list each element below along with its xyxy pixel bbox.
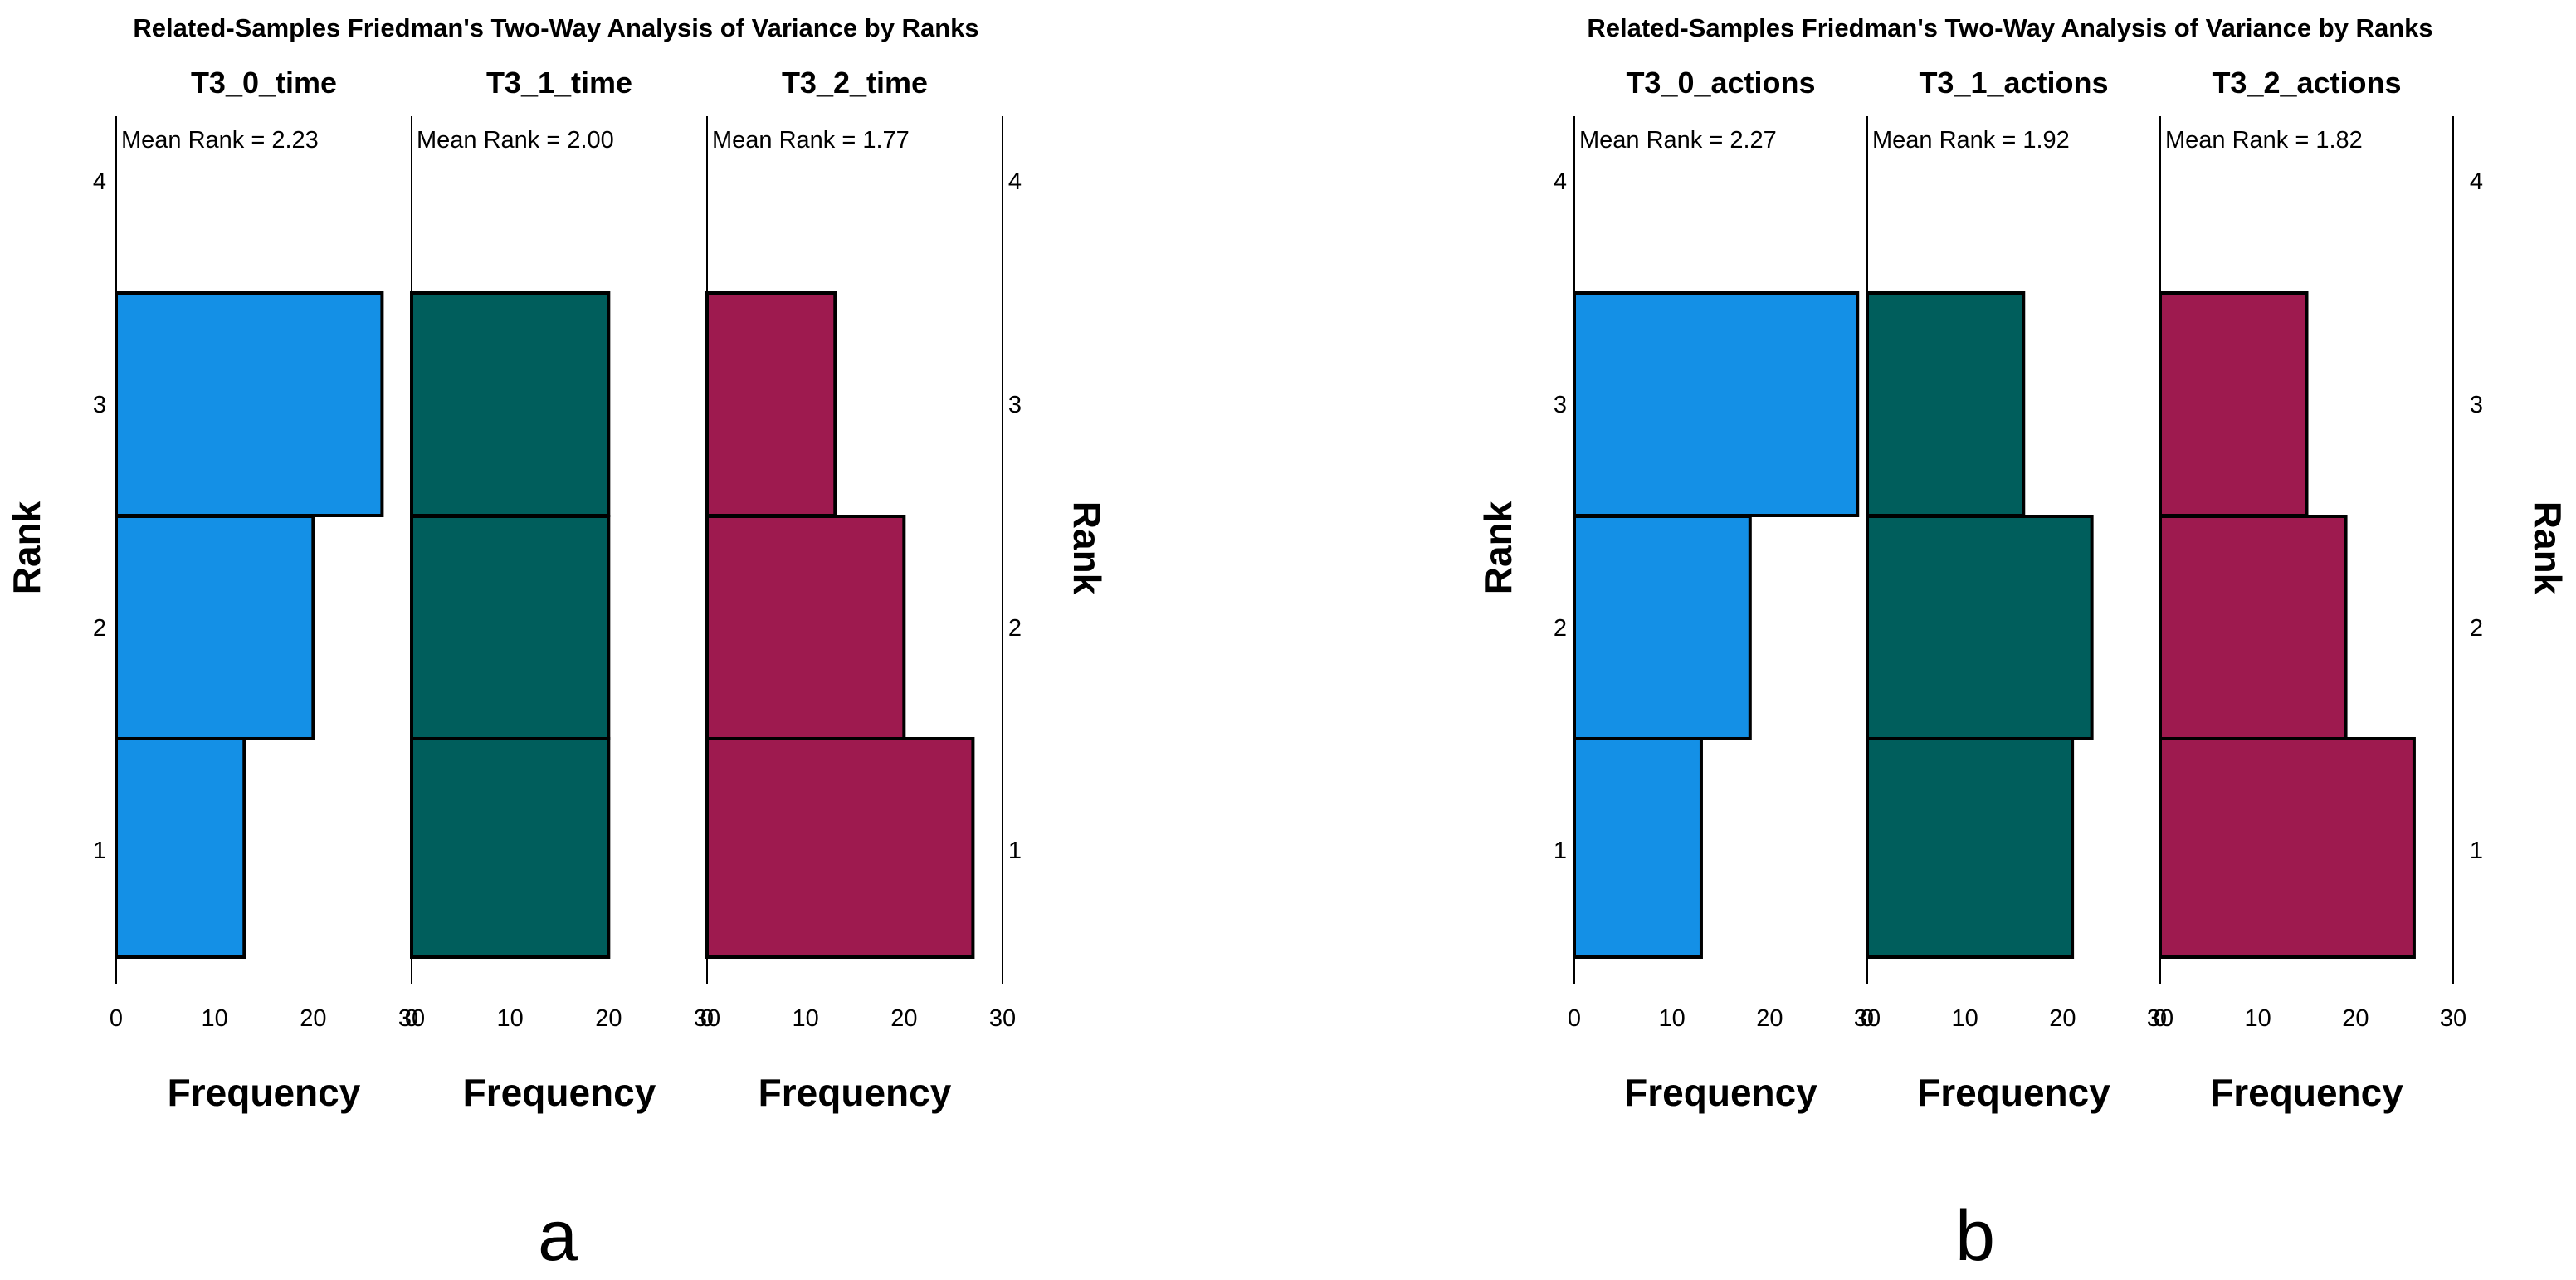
frequency-axis-label: Frequency xyxy=(168,1071,361,1114)
frequency-axis-label: Frequency xyxy=(1917,1071,2110,1114)
frequency-tick: 10 xyxy=(497,1005,524,1032)
frequency-tick: 0 xyxy=(110,1005,123,1032)
chart-title: Related-Samples Friedman's Two-Way Analy… xyxy=(1587,13,2432,42)
rank-tick-left: 4 xyxy=(93,169,106,195)
rank-tick-left: 1 xyxy=(1554,838,1567,864)
mean-rank-label: Mean Rank = 1.82 xyxy=(2165,127,2363,154)
bar-T3_1_actions-rank-2 xyxy=(1866,515,2094,740)
series-name: T3_2_time xyxy=(782,66,928,100)
mean-rank-label: Mean Rank = 2.23 xyxy=(121,127,319,154)
rank-tick-right: 2 xyxy=(1008,615,1022,642)
frequency-tick: 20 xyxy=(2049,1005,2076,1032)
frequency-tick: 20 xyxy=(1756,1005,1783,1032)
chart-panel-b: Related-Samples Friedman's Two-Way Analy… xyxy=(1476,13,2569,1276)
frequency-tick: 30 xyxy=(1854,1005,1881,1032)
frequency-tick: 20 xyxy=(595,1005,622,1032)
rank-axis-label-right: Rank xyxy=(2526,501,2569,595)
frequency-axis-label: Frequency xyxy=(463,1071,656,1114)
series-name: T3_2_actions xyxy=(2212,66,2401,100)
frequency-tick: 0 xyxy=(1861,1005,1874,1032)
frequency-axis-label: Frequency xyxy=(1624,1071,1817,1114)
frequency-tick: 0 xyxy=(700,1005,714,1032)
rank-tick-left: 1 xyxy=(93,838,106,864)
rank-tick-right: 4 xyxy=(1008,169,1022,195)
series-name: T3_1_actions xyxy=(1919,66,2108,100)
frequency-tick: 20 xyxy=(300,1005,326,1032)
frequency-tick: 10 xyxy=(1659,1005,1686,1032)
bar-T3_0_actions-rank-3 xyxy=(1573,291,1860,517)
frequency-tick: 20 xyxy=(890,1005,917,1032)
bar-T3_2_actions-rank-3 xyxy=(2159,291,2309,517)
panel-letter: b xyxy=(1955,1196,1995,1276)
bar-T3_2_time-rank-3 xyxy=(705,291,837,517)
frequency-tick: 10 xyxy=(202,1005,228,1032)
mean-rank-label: Mean Rank = 1.92 xyxy=(1872,127,2070,154)
frequency-tick: 30 xyxy=(694,1005,720,1032)
bar-T3_2_actions-rank-1 xyxy=(2159,737,2416,959)
frequency-tick: 20 xyxy=(2342,1005,2369,1032)
frequency-tick: 10 xyxy=(2245,1005,2271,1032)
frequency-tick: 30 xyxy=(398,1005,425,1032)
frequency-tick: 0 xyxy=(405,1005,418,1032)
bar-T3_1_time-rank-3 xyxy=(410,291,611,517)
series-name: T3_0_time xyxy=(191,66,337,100)
frequency-tick: 10 xyxy=(793,1005,819,1032)
bar-T3_2_time-rank-2 xyxy=(705,515,906,740)
series-name: T3_0_actions xyxy=(1626,66,1815,100)
rank-axis-label-left: Rank xyxy=(1476,501,1520,594)
frequency-tick: 30 xyxy=(2440,1005,2466,1032)
chart-title: Related-Samples Friedman's Two-Way Analy… xyxy=(133,13,978,42)
frequency-axis-label: Frequency xyxy=(759,1071,952,1114)
rank-tick-left: 2 xyxy=(1554,615,1567,642)
frequency-tick: 30 xyxy=(2147,1005,2174,1032)
bar-T3_0_actions-rank-2 xyxy=(1573,515,1752,740)
bar-T3_0_time-rank-1 xyxy=(115,737,246,959)
rank-tick-right: 1 xyxy=(1008,838,1022,864)
rank-tick-left: 3 xyxy=(93,392,106,418)
bar-T3_1_actions-rank-3 xyxy=(1866,291,2026,517)
mean-rank-label: Mean Rank = 1.77 xyxy=(712,127,910,154)
frequency-axis-label: Frequency xyxy=(2210,1071,2403,1114)
rank-tick-left: 4 xyxy=(1554,169,1567,195)
bar-T3_1_actions-rank-1 xyxy=(1866,737,2075,959)
rank-tick-right: 1 xyxy=(2470,838,2483,864)
bar-T3_0_time-rank-2 xyxy=(115,515,315,740)
bar-T3_2_actions-rank-2 xyxy=(2159,515,2348,740)
mean-rank-label: Mean Rank = 2.27 xyxy=(1579,127,1777,154)
chart-panel-a: Related-Samples Friedman's Two-Way Analy… xyxy=(5,13,1109,1276)
rank-tick-left: 3 xyxy=(1554,392,1567,418)
bar-T3_0_time-rank-3 xyxy=(115,291,384,517)
frequency-tick: 10 xyxy=(1952,1005,1978,1032)
frequency-tick: 30 xyxy=(989,1005,1016,1032)
bar-T3_2_time-rank-1 xyxy=(705,737,975,959)
rank-tick-right: 4 xyxy=(2470,169,2483,195)
frequency-tick: 0 xyxy=(1568,1005,1581,1032)
frequency-tick: 0 xyxy=(2154,1005,2167,1032)
rank-tick-left: 2 xyxy=(93,615,106,642)
rank-tick-right: 3 xyxy=(1008,392,1022,418)
series-name: T3_1_time xyxy=(486,66,632,100)
bar-T3_1_time-rank-2 xyxy=(410,515,611,740)
mean-rank-label: Mean Rank = 2.00 xyxy=(417,127,614,154)
rank-tick-right: 2 xyxy=(2470,615,2483,642)
bar-T3_0_actions-rank-1 xyxy=(1573,737,1703,959)
bar-T3_1_time-rank-1 xyxy=(410,737,611,959)
panel-letter: a xyxy=(538,1196,578,1276)
rank-axis-label-right: Rank xyxy=(1066,501,1109,595)
rank-axis-label-left: Rank xyxy=(5,501,48,594)
rank-tick-right: 3 xyxy=(2470,392,2483,418)
